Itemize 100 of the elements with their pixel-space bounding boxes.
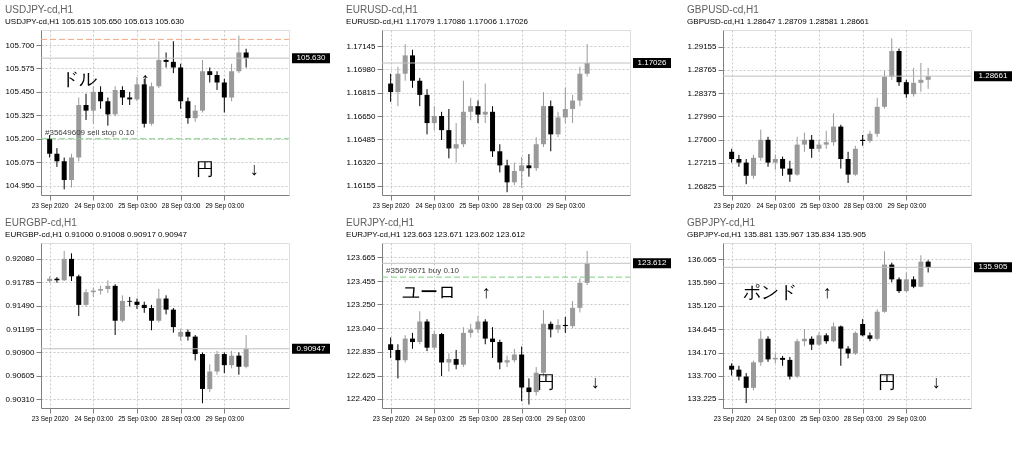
candlestick xyxy=(584,43,590,78)
candlestick xyxy=(845,151,851,184)
y-tick-label: 1.17145 xyxy=(346,41,377,51)
candlestick xyxy=(816,139,822,153)
ref-line-label: 1.28661 xyxy=(978,71,1009,81)
y-tick-label: 105.325 xyxy=(5,110,36,120)
candlestick xyxy=(214,350,220,376)
candlestick xyxy=(221,351,227,374)
annotation: ポンド xyxy=(742,281,797,302)
candlestick xyxy=(475,100,481,124)
y-tick-label: 1.16815 xyxy=(346,88,377,98)
candlestick xyxy=(163,52,169,68)
candlestick xyxy=(911,67,917,98)
annotation: 円 xyxy=(536,372,555,393)
ref-line-label: 135.905 xyxy=(978,262,1009,272)
candlestick xyxy=(736,154,742,168)
candlestick xyxy=(395,66,401,107)
candlestick xyxy=(156,288,162,323)
candlestick xyxy=(402,43,408,82)
candlestick xyxy=(402,334,408,363)
candlestick xyxy=(765,335,771,363)
y-tick-label: 1.16320 xyxy=(346,158,377,168)
chart-subtitle: GBPJPY-cd,H1 135.881 135.967 135.834 135.905 xyxy=(687,230,867,239)
candlestick xyxy=(750,154,756,180)
annotation: ドル xyxy=(60,68,97,89)
y-tick-label: 135.120 xyxy=(687,301,718,311)
y-tick-label: 134.645 xyxy=(687,324,718,334)
ref-line-label: 123.612 xyxy=(637,258,668,268)
y-tick-label: 0.90310 xyxy=(5,394,36,404)
candlestick xyxy=(439,111,445,141)
y-tick-label: 0.91490 xyxy=(5,301,36,311)
y-tick-label: 1.26825 xyxy=(687,181,718,191)
y-tick-label: 105.575 xyxy=(5,63,36,73)
candlestick xyxy=(90,85,96,125)
candlestick xyxy=(453,349,459,370)
candlestick xyxy=(867,331,873,342)
candlestick xyxy=(149,304,155,331)
y-tick-label: 135.590 xyxy=(687,278,718,288)
y-tick-label: 1.28375 xyxy=(687,88,718,98)
candlestick xyxy=(780,156,786,177)
y-tick-label: 1.16485 xyxy=(346,134,377,144)
candlestick xyxy=(831,322,837,343)
y-tick-label: 0.91195 xyxy=(6,324,36,334)
candlestick xyxy=(765,136,771,168)
y-tick-label: 133.700 xyxy=(687,371,718,381)
candlestick xyxy=(163,294,169,315)
candlestick xyxy=(61,157,67,190)
candlestick xyxy=(497,339,503,370)
ref-line-label: 0.90947 xyxy=(296,343,327,353)
annotation: ↑ xyxy=(140,68,150,89)
chart-subtitle: EURUSD-cd,H1 1.17079 1.17086 1.17006 1.17026 xyxy=(346,17,529,26)
candlestick xyxy=(119,294,125,323)
candlestick xyxy=(170,40,176,74)
candlestick xyxy=(134,298,140,310)
candlestick xyxy=(105,279,111,294)
candlestick xyxy=(54,147,60,168)
y-tick-label: 105.700 xyxy=(5,40,36,50)
candlestick xyxy=(388,73,394,103)
y-tick-label: 105.200 xyxy=(5,134,36,144)
y-tick-label: 122.835 xyxy=(346,347,377,357)
annotation: ↓ xyxy=(931,372,941,393)
candlestick xyxy=(170,307,176,334)
candlestick xyxy=(185,97,191,125)
candlestick xyxy=(743,158,749,185)
y-tick-label: 105.075 xyxy=(5,157,36,167)
candlestick xyxy=(431,330,437,351)
chart-subtitle: GBPUSD-cd,H1 1.28647 1.28709 1.28581 1.28661 xyxy=(687,17,870,26)
candlestick xyxy=(243,334,249,369)
candlestick xyxy=(185,328,191,342)
annotation: ユーロ xyxy=(401,281,456,302)
ref-line-label: #35679671 buy 0.10 xyxy=(386,266,460,276)
annotation: ↑ xyxy=(481,281,491,302)
candlestick xyxy=(809,134,815,159)
candlestick xyxy=(207,363,213,393)
candlestick xyxy=(519,156,525,189)
candlestick xyxy=(852,330,858,356)
candlestick xyxy=(497,143,503,173)
y-tick-label: 1.29155 xyxy=(687,42,718,51)
candlestick xyxy=(388,336,394,359)
y-tick-label: 134.170 xyxy=(687,348,718,358)
chart-title: GBPJPY-cd,H1 xyxy=(687,217,756,228)
candlestick xyxy=(119,85,125,106)
candlestick xyxy=(736,365,742,381)
candlestick xyxy=(787,356,793,381)
candlestick xyxy=(838,325,844,367)
candlestick xyxy=(47,134,53,158)
candlestick xyxy=(417,310,423,345)
candlestick xyxy=(918,62,924,93)
candlestick xyxy=(61,250,67,282)
candlestick xyxy=(68,153,74,188)
y-tick-label: 0.91785 xyxy=(5,277,36,287)
candlestick xyxy=(562,87,568,124)
ref-line-label: 105.630 xyxy=(296,53,327,63)
y-tick-label: 123.040 xyxy=(346,323,377,333)
y-tick-label: 123.665 xyxy=(346,252,377,262)
y-tick-label: 1.16980 xyxy=(346,64,377,74)
chart-title: EURGBP-cd,H1 xyxy=(5,217,78,228)
annotation: ↑ xyxy=(822,281,832,302)
candlestick xyxy=(903,271,909,293)
candlestick xyxy=(83,93,89,121)
